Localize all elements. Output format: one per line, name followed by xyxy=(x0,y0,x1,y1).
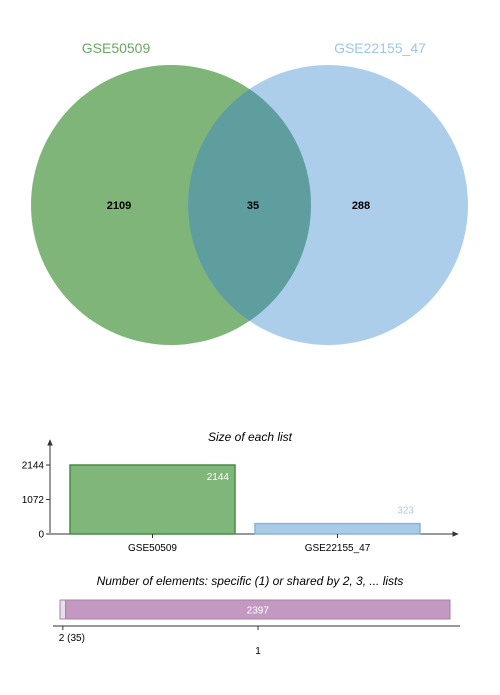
shared-axis-label-1: 1 xyxy=(255,646,261,657)
venn-count-only-gse22155-47: 288 xyxy=(352,200,370,212)
list-size-bars: 2144 GSE50509 323 GSE22155_47 xyxy=(69,464,421,554)
list-size-chart-title: Size of each list xyxy=(208,430,293,444)
shared-bar-segment-1 xyxy=(65,599,451,620)
list-size-category-label-0: GSE50509 xyxy=(128,543,177,554)
shared-bar-value-1: 2397 xyxy=(247,606,270,617)
list-size-bar-value-0: 2144 xyxy=(207,472,230,483)
list-size-y-tick-label-1: 1072 xyxy=(22,495,45,506)
shared-bar-segment-0 xyxy=(59,599,67,620)
list-size-chart: Size of each list 2144 GSE50509 323 GSE2215… xyxy=(22,430,459,554)
venn-count-shared: 35 xyxy=(247,200,259,212)
list-size-y-ticks: 0 1072 2144 xyxy=(22,461,50,541)
shared-elements-chart-title: Number of elements: specific (1) or shar… xyxy=(97,574,404,588)
venn-overlap-region xyxy=(188,65,311,345)
shared-elements-bars: 2397 2 (35) 1 xyxy=(59,599,451,657)
venn-set-label-gse22155-47: GSE22155_47 xyxy=(334,40,426,56)
list-size-y-tick-label-2: 2144 xyxy=(22,461,45,472)
list-size-bar-value-1: 323 xyxy=(397,506,414,517)
shared-axis-label-0: 2 (35) xyxy=(59,633,85,644)
venn-diagram: GSE50509 GSE22155_47 2109 35 288 xyxy=(31,40,468,345)
list-size-category-label-1: GSE22155_47 xyxy=(305,543,371,554)
venn-count-only-gse50509: 2109 xyxy=(107,200,131,212)
list-size-y-tick-label-0: 0 xyxy=(38,530,44,541)
venn-set-label-gse50509: GSE50509 xyxy=(82,40,151,56)
list-size-bar-1 xyxy=(254,522,421,535)
shared-elements-chart: Number of elements: specific (1) or shar… xyxy=(53,574,460,657)
